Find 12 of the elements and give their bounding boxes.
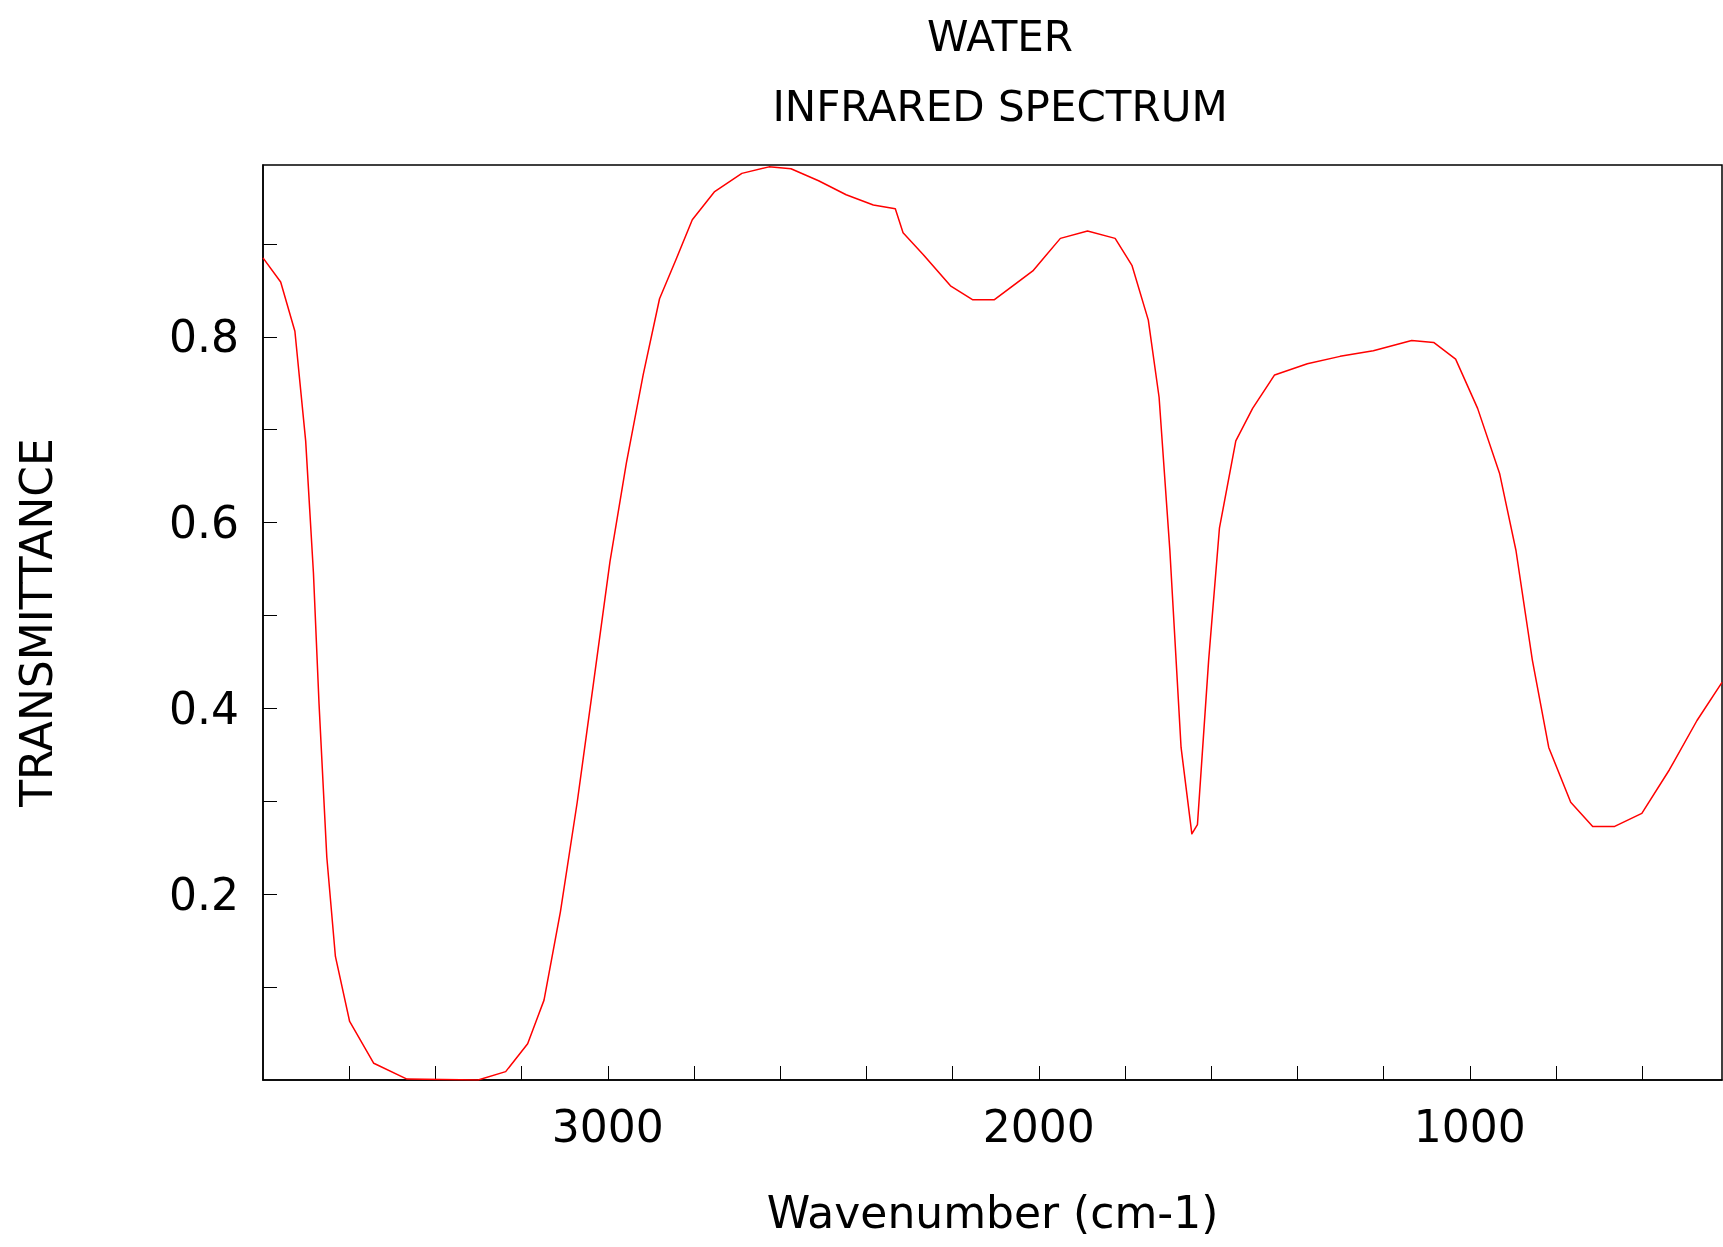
x-tick-label: 3000 bbox=[551, 1100, 664, 1152]
chart-subtitle: INFRARED SPECTRUM bbox=[772, 81, 1228, 131]
y-tick-label: 0.6 bbox=[169, 497, 239, 549]
y-tick-label: 0.2 bbox=[169, 868, 239, 920]
x-axis-title: Wavenumber (cm-1) bbox=[766, 1186, 1219, 1238]
x-tick-label: 2000 bbox=[982, 1100, 1095, 1152]
y-axis-title: TRANSMITTANCE bbox=[10, 438, 62, 808]
y-tick-label: 0.4 bbox=[169, 682, 239, 734]
y-tick-label: 0.8 bbox=[169, 311, 239, 363]
x-tick-label: 1000 bbox=[1413, 1100, 1526, 1152]
line-series bbox=[262, 166, 1723, 1081]
chart-title: WATER bbox=[926, 11, 1074, 61]
